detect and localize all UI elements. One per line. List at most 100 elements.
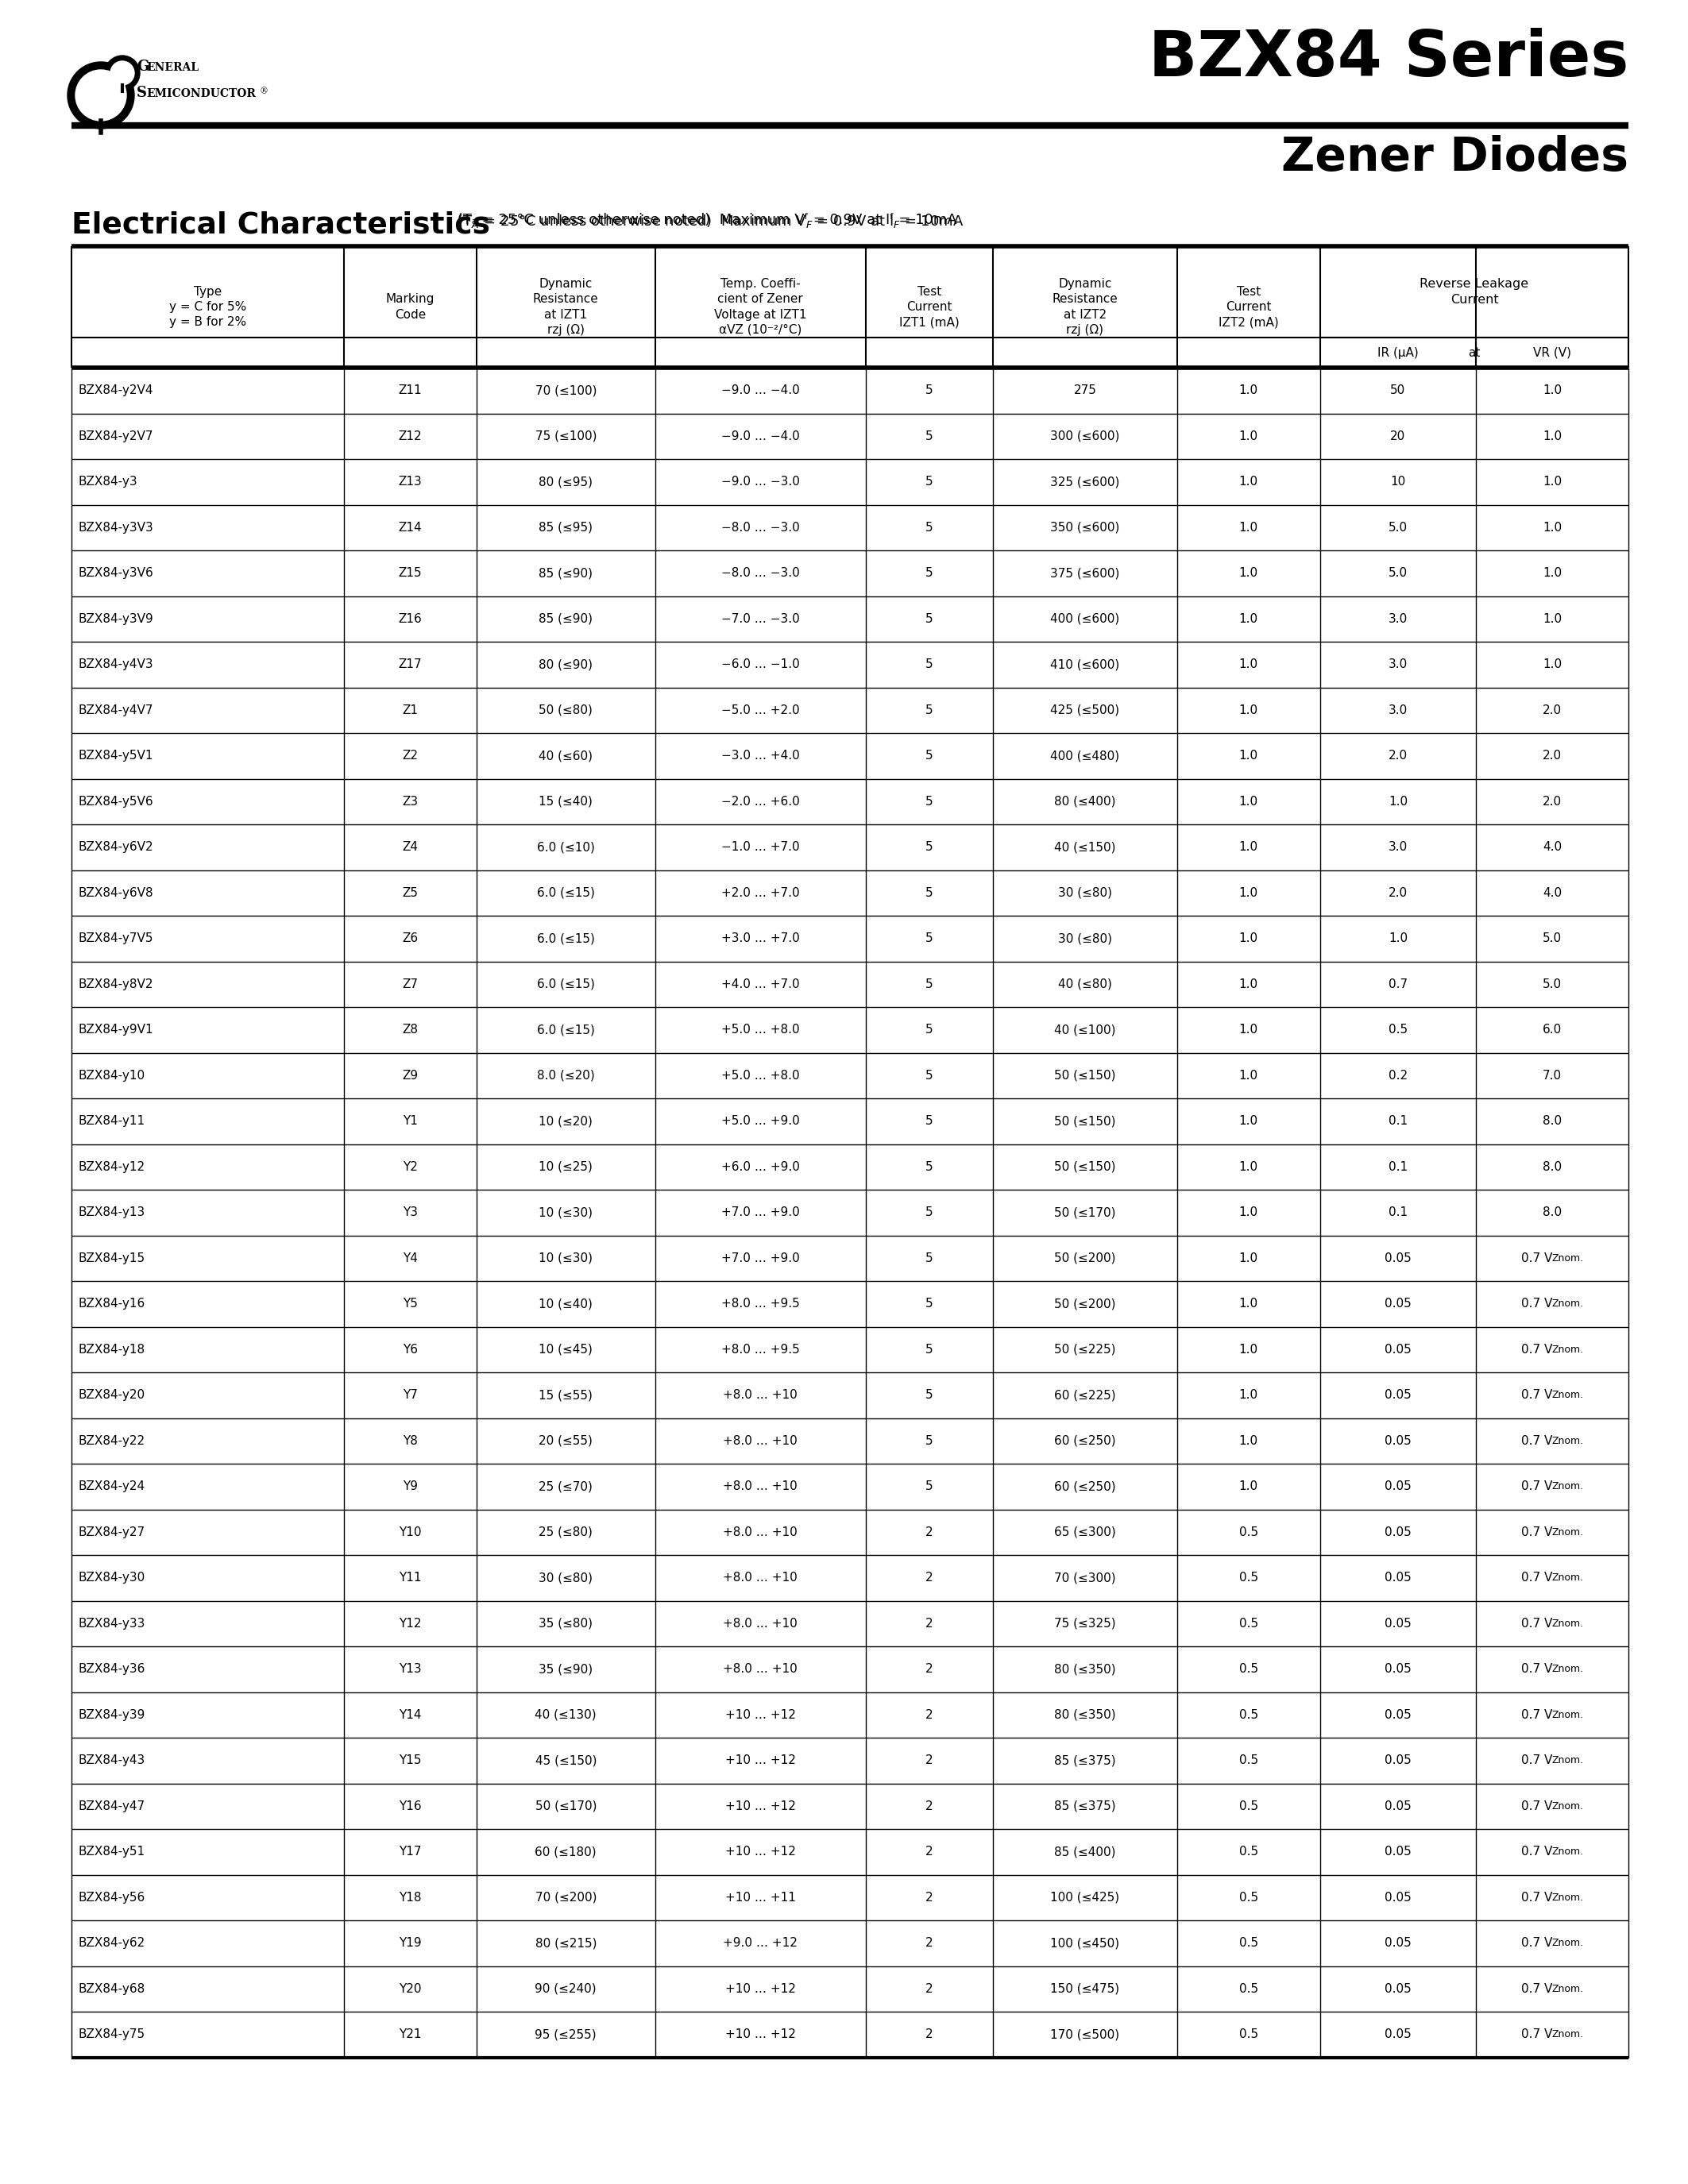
Text: 0.5: 0.5 xyxy=(1389,1024,1408,1035)
Text: 0.05: 0.05 xyxy=(1384,1618,1411,1629)
Text: 0.05: 0.05 xyxy=(1384,1664,1411,1675)
Text: 5: 5 xyxy=(925,1389,933,1402)
Text: Z11: Z11 xyxy=(398,384,422,397)
Text: 2: 2 xyxy=(925,1664,933,1675)
Text: 5: 5 xyxy=(925,1343,933,1356)
Text: 1.0: 1.0 xyxy=(1239,1116,1258,1127)
Text: 85 (≤95): 85 (≤95) xyxy=(538,522,592,533)
Text: +10 … +12: +10 … +12 xyxy=(726,2029,795,2040)
Text: 5: 5 xyxy=(925,476,933,487)
Text: 5: 5 xyxy=(925,430,933,441)
Text: BZX84-y75: BZX84-y75 xyxy=(78,2029,145,2040)
Text: 1.0: 1.0 xyxy=(1239,795,1258,808)
Text: 0.05: 0.05 xyxy=(1384,1800,1411,1813)
Text: BZX84-y13: BZX84-y13 xyxy=(78,1206,145,1219)
Text: 0.05: 0.05 xyxy=(1384,1389,1411,1402)
Text: 1.0: 1.0 xyxy=(1543,614,1561,625)
Text: +8.0 … +10: +8.0 … +10 xyxy=(722,1389,798,1402)
Text: +10 … +11: +10 … +11 xyxy=(726,1891,795,1904)
Text: 80 (≤350): 80 (≤350) xyxy=(1055,1664,1116,1675)
Text: 1.0: 1.0 xyxy=(1239,841,1258,854)
Text: Z17: Z17 xyxy=(398,660,422,670)
Text: 80 (≤350): 80 (≤350) xyxy=(1055,1708,1116,1721)
Text: 80 (≤90): 80 (≤90) xyxy=(538,660,592,670)
Text: 10 (≤30): 10 (≤30) xyxy=(538,1206,592,1219)
Text: 1.0: 1.0 xyxy=(1239,1435,1258,1446)
Text: 0.7: 0.7 xyxy=(1389,978,1408,989)
Text: Y15: Y15 xyxy=(398,1754,422,1767)
Text: 0.7 V: 0.7 V xyxy=(1521,1527,1553,1538)
Text: 10 (≤40): 10 (≤40) xyxy=(538,1297,592,1310)
Text: 0.5: 0.5 xyxy=(1239,1664,1258,1675)
Text: Z3: Z3 xyxy=(402,795,419,808)
Text: +8.0 … +9.5: +8.0 … +9.5 xyxy=(721,1297,800,1310)
Text: 0.7 V: 0.7 V xyxy=(1521,1389,1553,1402)
Text: (T$_A$ = 25°C unless otherwise noted)  Maximum V$_F$ = 0.9V at I$_F$ = 10mA: (T$_A$ = 25°C unless otherwise noted) Ma… xyxy=(452,212,964,229)
Text: Test
Current
IZT1 (mA): Test Current IZT1 (mA) xyxy=(900,286,959,328)
Text: 5: 5 xyxy=(925,1206,933,1219)
Text: 85 (≤90): 85 (≤90) xyxy=(538,614,592,625)
Text: BZX84-y24: BZX84-y24 xyxy=(78,1481,145,1492)
Text: Dynamic
Resistance
at IZT1
rzj (Ω): Dynamic Resistance at IZT1 rzj (Ω) xyxy=(533,277,599,336)
Text: 1.0: 1.0 xyxy=(1543,476,1561,487)
Text: BZX84-y47: BZX84-y47 xyxy=(78,1800,145,1813)
Text: 1.0: 1.0 xyxy=(1543,430,1561,441)
Text: BZX84-y39: BZX84-y39 xyxy=(78,1708,145,1721)
Text: 1.0: 1.0 xyxy=(1239,522,1258,533)
Text: Znom.: Znom. xyxy=(1553,1891,1583,1902)
Text: 50: 50 xyxy=(1391,384,1406,397)
Text: 0.05: 0.05 xyxy=(1384,1251,1411,1265)
Text: +9.0 … +12: +9.0 … +12 xyxy=(722,1937,798,1948)
Text: 350 (≤600): 350 (≤600) xyxy=(1050,522,1119,533)
Text: −8.0 … −3.0: −8.0 … −3.0 xyxy=(721,568,800,579)
Text: 60 (≤225): 60 (≤225) xyxy=(1055,1389,1116,1402)
Text: 2: 2 xyxy=(925,2029,933,2040)
Text: 5: 5 xyxy=(925,795,933,808)
Text: Y6: Y6 xyxy=(402,1343,417,1356)
Text: 80 (≤215): 80 (≤215) xyxy=(535,1937,596,1948)
Text: Z14: Z14 xyxy=(398,522,422,533)
Text: 0.5: 0.5 xyxy=(1239,1891,1258,1904)
Text: 5.0: 5.0 xyxy=(1543,933,1561,943)
Text: 6.0: 6.0 xyxy=(1543,1024,1561,1035)
Text: Y12: Y12 xyxy=(398,1618,422,1629)
Text: Z16: Z16 xyxy=(398,614,422,625)
Text: Y9: Y9 xyxy=(402,1481,417,1492)
Text: 25 (≤70): 25 (≤70) xyxy=(538,1481,592,1492)
Text: BZX84-y3V3: BZX84-y3V3 xyxy=(78,522,154,533)
Text: Z1: Z1 xyxy=(402,703,419,716)
Text: +10 … +12: +10 … +12 xyxy=(726,1754,795,1767)
Text: 2: 2 xyxy=(925,1937,933,1948)
Text: 0.7 V: 0.7 V xyxy=(1521,1845,1553,1859)
Text: 2: 2 xyxy=(925,1618,933,1629)
Text: Z15: Z15 xyxy=(398,568,422,579)
Text: 375 (≤600): 375 (≤600) xyxy=(1050,568,1119,579)
Text: BZX84-y18: BZX84-y18 xyxy=(78,1343,145,1356)
Text: 8.0: 8.0 xyxy=(1543,1116,1561,1127)
Text: BZX84 Series: BZX84 Series xyxy=(1148,28,1629,90)
Text: +2.0 … +7.0: +2.0 … +7.0 xyxy=(721,887,800,900)
Text: Y11: Y11 xyxy=(398,1572,422,1583)
Text: 50 (≤150): 50 (≤150) xyxy=(1055,1162,1116,1173)
Text: 275: 275 xyxy=(1074,384,1097,397)
Text: 0.05: 0.05 xyxy=(1384,1481,1411,1492)
Text: 5.0: 5.0 xyxy=(1543,978,1561,989)
Text: 0.05: 0.05 xyxy=(1384,1343,1411,1356)
Text: Z5: Z5 xyxy=(402,887,419,900)
Text: Znom.: Znom. xyxy=(1553,1983,1583,1994)
Text: Y1: Y1 xyxy=(403,1116,417,1127)
Text: BZX84-y15: BZX84-y15 xyxy=(78,1251,145,1265)
Text: 0.7 V: 0.7 V xyxy=(1521,1937,1553,1948)
Text: 5: 5 xyxy=(925,1116,933,1127)
Text: −3.0 … +4.0: −3.0 … +4.0 xyxy=(721,749,800,762)
Text: 4.0: 4.0 xyxy=(1543,841,1561,854)
Text: 40 (≤150): 40 (≤150) xyxy=(1055,841,1116,854)
Text: Znom.: Znom. xyxy=(1553,1848,1583,1856)
Text: 0.05: 0.05 xyxy=(1384,1297,1411,1310)
Text: BZX84-y16: BZX84-y16 xyxy=(78,1297,145,1310)
Text: 100 (≤450): 100 (≤450) xyxy=(1050,1937,1119,1948)
Text: 0.7 V: 0.7 V xyxy=(1521,1708,1553,1721)
Text: 0.5: 0.5 xyxy=(1239,1572,1258,1583)
Text: +5.0 … +8.0: +5.0 … +8.0 xyxy=(721,1070,800,1081)
Text: Type
y = C for 5%
y = B for 2%: Type y = C for 5% y = B for 2% xyxy=(169,286,246,328)
